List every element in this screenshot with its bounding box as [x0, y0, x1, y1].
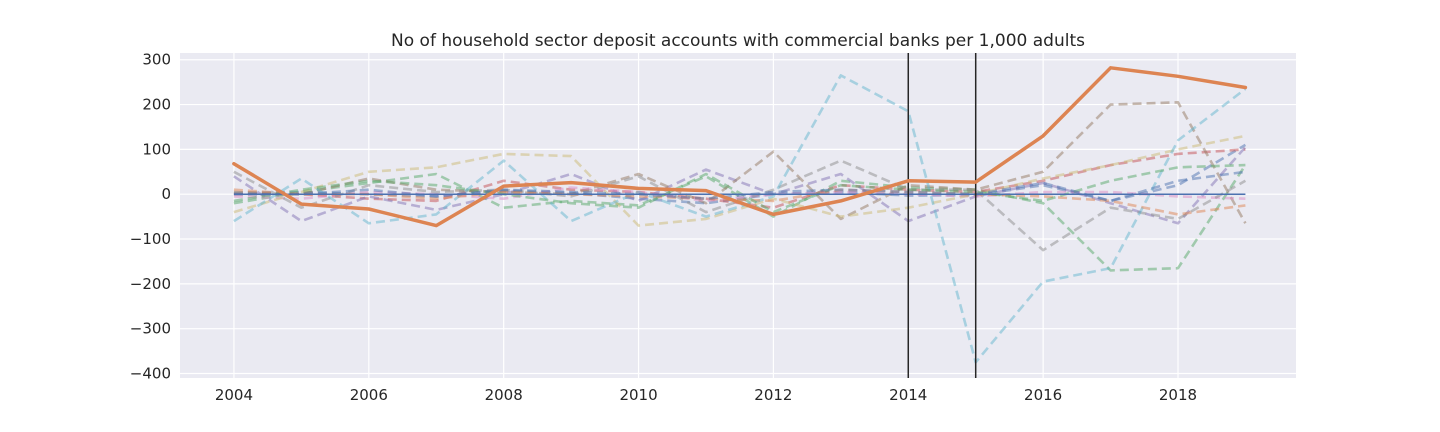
x-tick-label: 2006 [350, 386, 388, 404]
donor-series-line-2 [233, 164, 1247, 272]
y-tick-label: −100 [130, 230, 171, 248]
y-tick-label: 0 [161, 185, 171, 203]
chart-title: No of household sector deposit accounts … [391, 31, 1085, 51]
treated-series-group [232, 66, 1248, 228]
donor-series-line-9 [233, 74, 1247, 364]
plot-background [180, 53, 1296, 378]
donor-series-line-4 [233, 146, 1247, 225]
x-tick-label: 2010 [619, 386, 657, 404]
treated-series-line [232, 66, 1248, 228]
donor-series-group [233, 74, 1247, 364]
y-tick-label: 300 [142, 51, 171, 69]
y-tick-label: −400 [130, 365, 171, 383]
y-tick-label: 200 [142, 96, 171, 114]
y-tick-label: −200 [130, 275, 171, 293]
y-tick-label: −300 [130, 320, 171, 338]
x-tick-label: 2012 [754, 386, 792, 404]
x-tick-label: 2014 [889, 386, 927, 404]
x-tick-label: 2004 [215, 386, 253, 404]
grid [180, 53, 1296, 378]
x-tick-label: 2016 [1024, 386, 1062, 404]
donor-series-line-12 [233, 170, 1246, 203]
reference-lines [233, 53, 1246, 378]
tick-labels: 300 200 100 0 −100 −200 −300 −400 2004 2006 2008 20… [130, 51, 1197, 404]
x-tick-label: 2018 [1159, 386, 1197, 404]
donor-series-line-8 [233, 134, 1246, 227]
y-tick-label: 100 [142, 140, 171, 158]
donor-series-line-10 [233, 188, 1246, 216]
x-tick-label: 2008 [485, 386, 523, 404]
